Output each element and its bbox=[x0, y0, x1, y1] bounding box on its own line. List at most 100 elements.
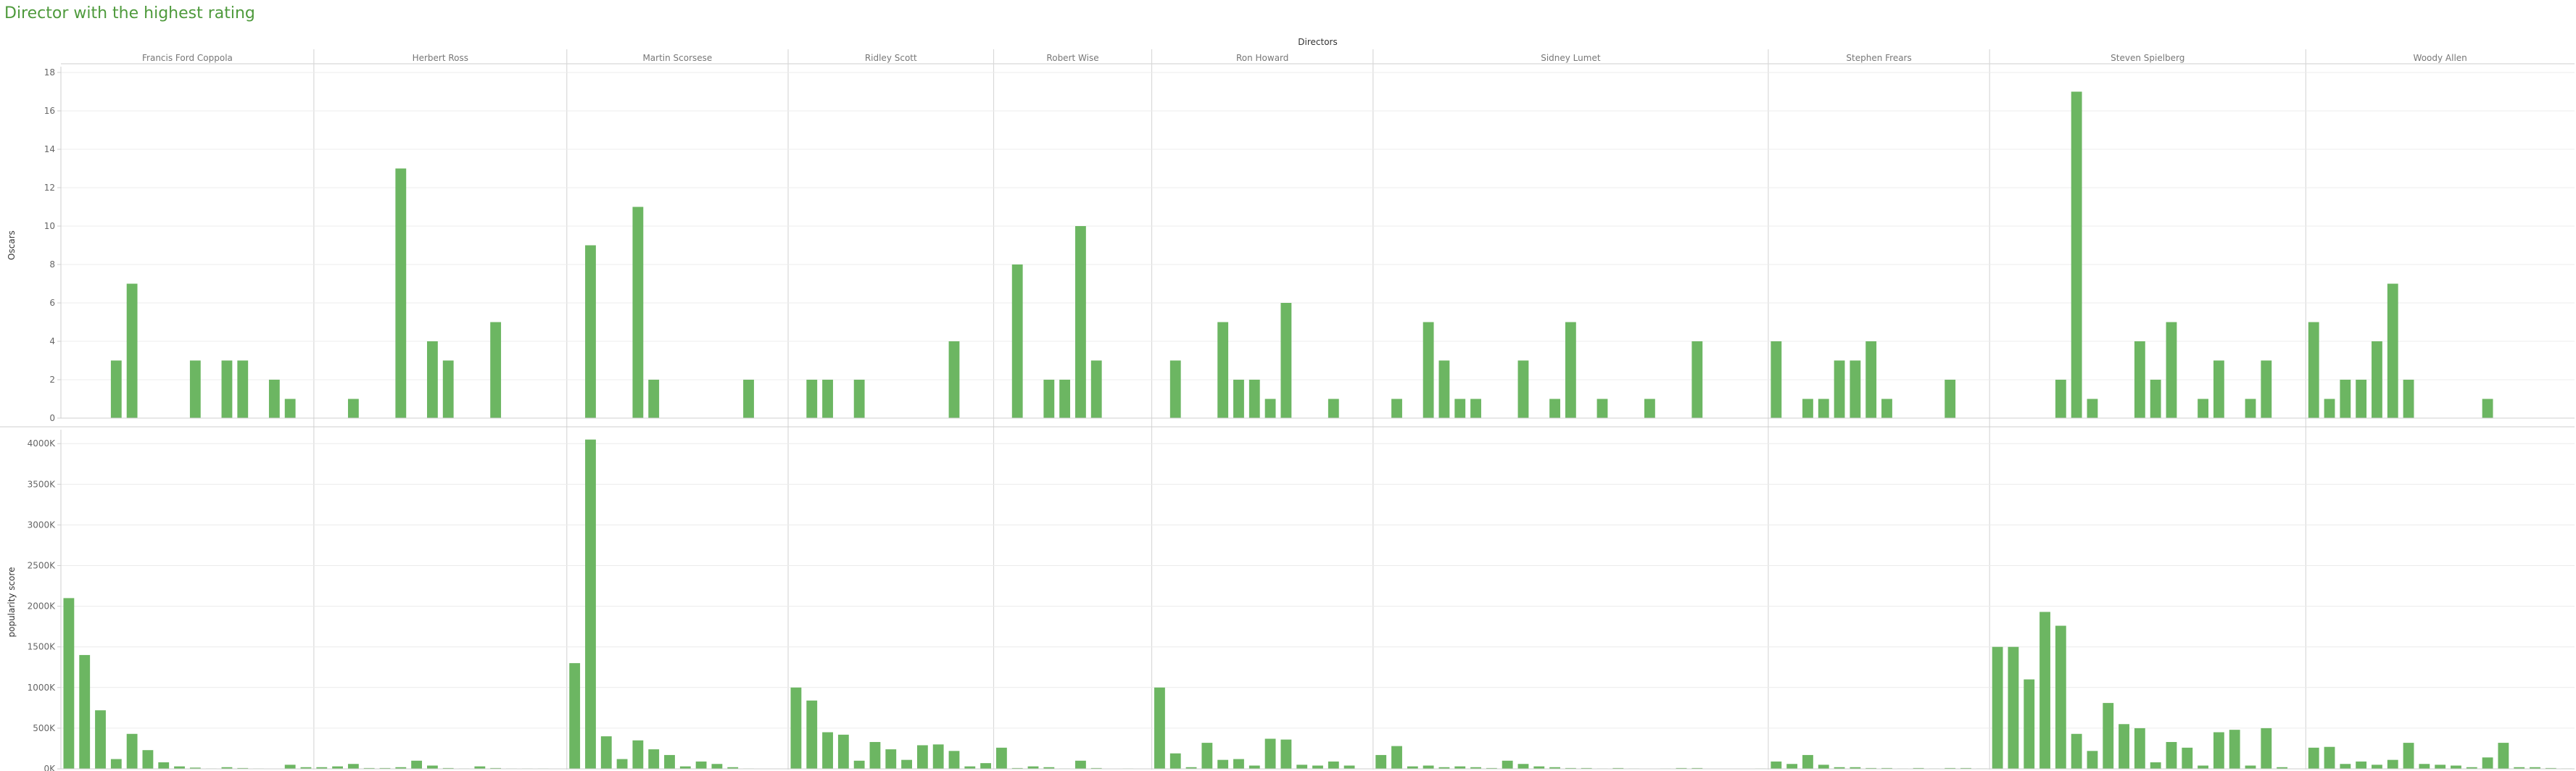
bar bbox=[2277, 767, 2288, 769]
bar bbox=[442, 360, 454, 418]
bar bbox=[853, 760, 865, 769]
bar bbox=[1296, 764, 1308, 769]
bar bbox=[427, 341, 438, 418]
y-tick-label: 14 bbox=[44, 144, 55, 154]
bar bbox=[379, 767, 391, 769]
bar bbox=[932, 744, 944, 769]
bar bbox=[1771, 341, 1782, 418]
y-tick-label: 1000K bbox=[28, 683, 57, 693]
bar bbox=[2134, 728, 2145, 769]
bar bbox=[664, 754, 675, 769]
bar bbox=[885, 749, 897, 769]
bar bbox=[948, 751, 960, 769]
y-tick-label: 10 bbox=[44, 221, 55, 231]
bar bbox=[126, 283, 138, 418]
director-label: Ron Howard bbox=[1236, 53, 1288, 63]
bar bbox=[1312, 765, 1323, 769]
bar bbox=[2087, 399, 2098, 418]
bar bbox=[2435, 764, 2446, 769]
bar bbox=[711, 764, 723, 769]
bar bbox=[174, 766, 185, 769]
bar bbox=[1581, 767, 1592, 769]
bar bbox=[347, 764, 359, 769]
bar bbox=[1422, 765, 1434, 769]
bar bbox=[395, 767, 407, 769]
y-tick-label: 500K bbox=[33, 723, 56, 733]
y-tick-label: 0 bbox=[49, 413, 55, 423]
bar bbox=[1818, 764, 1829, 769]
bar bbox=[1913, 767, 1924, 769]
bar bbox=[2055, 625, 2066, 769]
bar bbox=[1786, 764, 1798, 769]
bar bbox=[2324, 399, 2335, 418]
bar bbox=[1391, 746, 1402, 769]
bar bbox=[1090, 360, 1102, 418]
bar bbox=[1169, 360, 1181, 418]
bar bbox=[2213, 360, 2224, 418]
bar bbox=[1217, 322, 1229, 418]
bar bbox=[1011, 264, 1023, 418]
bar bbox=[490, 767, 502, 769]
bar bbox=[363, 767, 375, 769]
bar bbox=[632, 740, 644, 769]
bar bbox=[1201, 743, 1213, 769]
bar bbox=[1154, 687, 1165, 769]
bar bbox=[411, 760, 423, 769]
bar bbox=[1027, 766, 1039, 769]
bar bbox=[1596, 399, 1608, 418]
bar bbox=[1850, 767, 1861, 769]
y-tick-label: 12 bbox=[44, 183, 55, 193]
bar bbox=[964, 766, 976, 769]
bar bbox=[1881, 767, 1892, 769]
bar bbox=[648, 380, 660, 418]
bar bbox=[632, 207, 644, 418]
bar bbox=[1470, 767, 1481, 769]
bar bbox=[284, 399, 296, 418]
bar bbox=[679, 766, 691, 769]
bar bbox=[2372, 764, 2382, 769]
bar bbox=[1802, 399, 1813, 418]
bar bbox=[585, 439, 596, 769]
bar bbox=[1391, 399, 1402, 418]
bar bbox=[1565, 322, 1576, 418]
bar bbox=[1865, 767, 1877, 769]
y-tick-label: 3500K bbox=[28, 479, 57, 489]
bar bbox=[2308, 747, 2319, 769]
bar bbox=[2482, 757, 2493, 769]
bar bbox=[1328, 761, 1339, 769]
bar bbox=[1011, 767, 1023, 769]
bar bbox=[1486, 767, 1497, 769]
bar bbox=[743, 380, 754, 418]
bar bbox=[110, 360, 122, 418]
bar bbox=[1644, 399, 1655, 418]
bar bbox=[189, 360, 201, 418]
bar bbox=[1945, 380, 1956, 418]
bar bbox=[2482, 399, 2493, 418]
director-label: Sidney Lumet bbox=[1541, 53, 1601, 63]
bar bbox=[490, 322, 502, 418]
bar bbox=[1343, 765, 1355, 769]
bar bbox=[822, 380, 833, 418]
bar bbox=[790, 687, 802, 769]
bar bbox=[1407, 766, 1418, 769]
y-axis-title: popularity score bbox=[7, 567, 17, 637]
bar bbox=[1059, 380, 1071, 418]
bar bbox=[268, 380, 280, 418]
bar bbox=[1834, 767, 1845, 769]
bar bbox=[2119, 724, 2129, 769]
director-label: Francis Ford Coppola bbox=[142, 53, 233, 63]
bar bbox=[300, 767, 312, 769]
bar bbox=[221, 767, 233, 769]
y-tick-label: 4 bbox=[49, 336, 55, 346]
bar bbox=[2245, 399, 2256, 418]
bar bbox=[237, 767, 249, 769]
bar bbox=[2229, 730, 2240, 769]
bar bbox=[569, 663, 581, 769]
bar bbox=[2545, 767, 2556, 769]
bar bbox=[695, 761, 707, 769]
director-label: Ridley Scott bbox=[865, 53, 917, 63]
bar bbox=[2055, 380, 2066, 418]
bar bbox=[2419, 764, 2430, 769]
bar bbox=[2498, 743, 2509, 769]
bar bbox=[347, 399, 359, 418]
